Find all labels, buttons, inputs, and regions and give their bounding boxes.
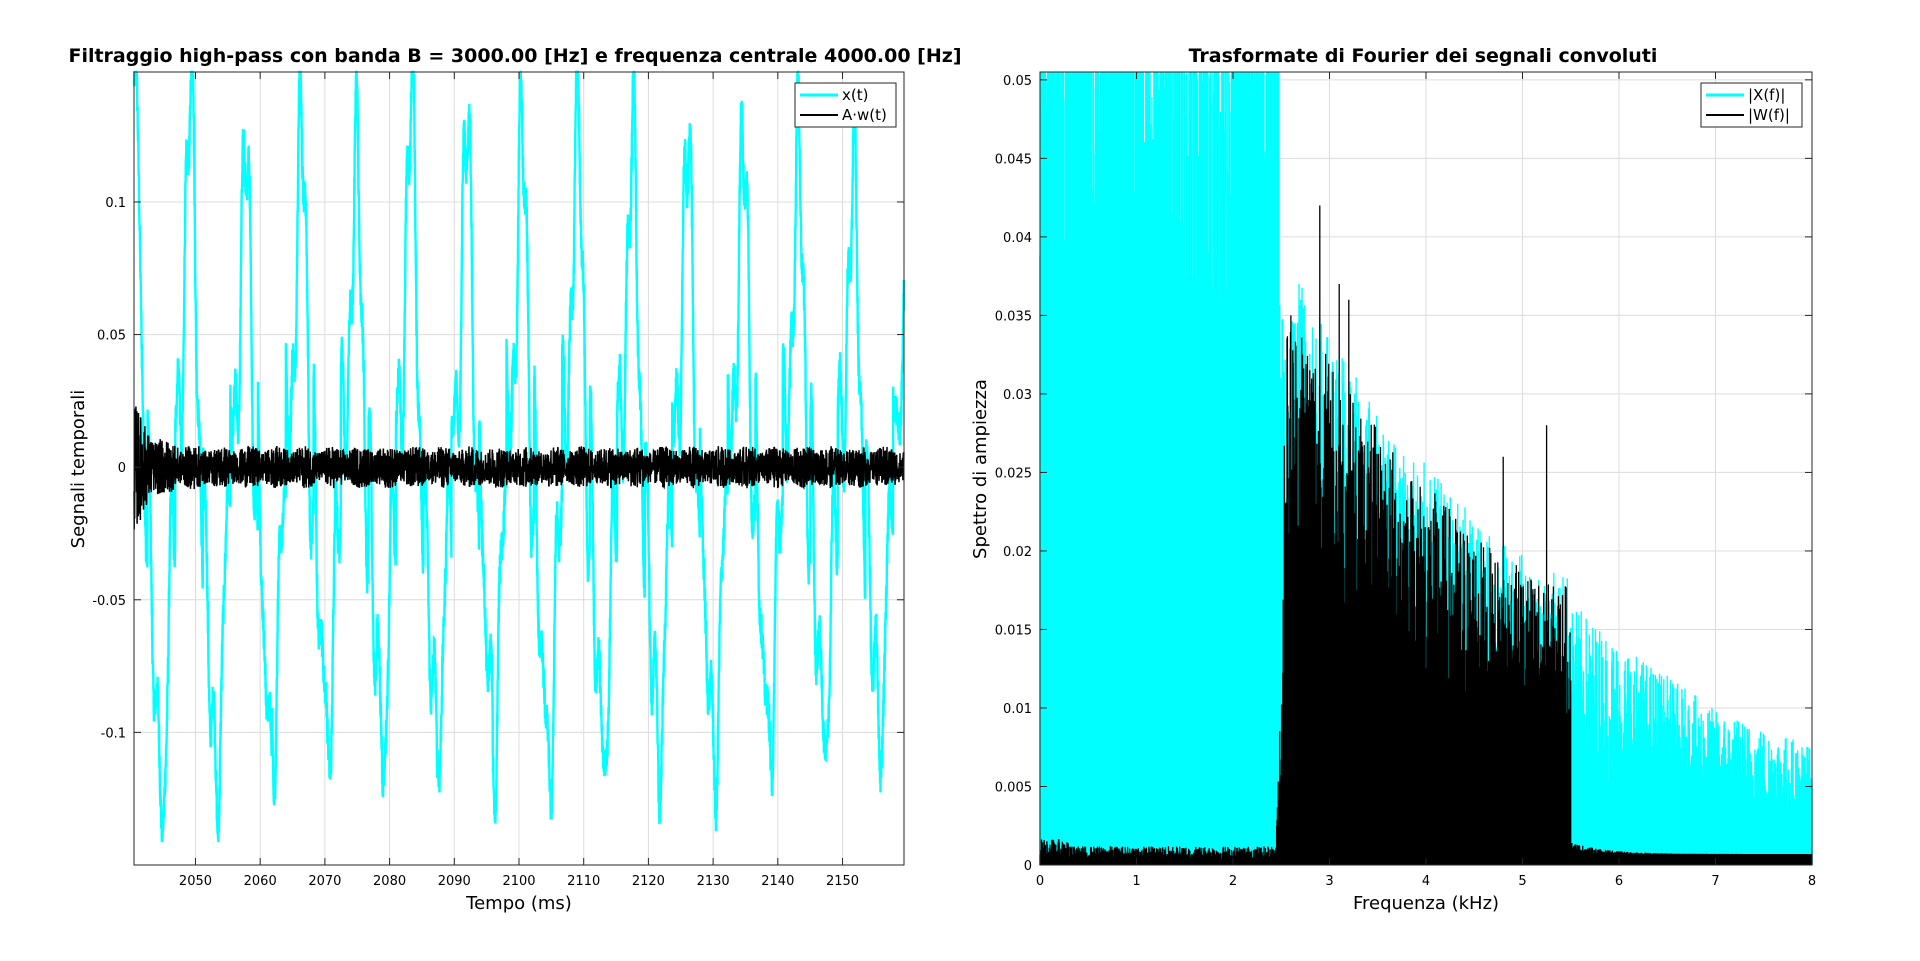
right-y-tick-label: 0.015	[995, 623, 1032, 638]
left-y-axis-label: Segnali temporali	[68, 390, 89, 549]
right-legend-label-x: |X(f)|	[1748, 86, 1785, 104]
right-y-tick-label: 0.05	[1003, 74, 1032, 89]
series-aw-t	[133, 406, 905, 530]
left-x-ticks: 2050 2060 2070 2080 2090 2100 2110 2120 2130 2140…	[179, 72, 859, 889]
right-y-tick-label: 0.025	[995, 466, 1032, 481]
left-x-tick-label: 2060	[244, 874, 277, 889]
right-y-axis-label: Spettro di ampiezza	[970, 379, 991, 559]
left-y-tick-label: -0.05	[92, 594, 126, 609]
aw-t-line	[133, 406, 905, 530]
left-x-tick-label: 2150	[826, 874, 859, 889]
left-y-tick-label: 0.1	[105, 196, 126, 211]
left-x-tick-label: 2140	[761, 874, 794, 889]
right-x-ticks: 0 1 2 3 4 5 6 7 8	[1036, 72, 1816, 889]
right-x-axis-label: Frequenza (kHz)	[1353, 893, 1499, 914]
right-y-tick-label: 0.035	[995, 309, 1032, 324]
left-x-tick-label: 2080	[373, 874, 406, 889]
right-y-tick-label: 0.02	[1003, 545, 1032, 560]
right-x-tick-label: 5	[1518, 874, 1526, 889]
right-x-tick-label: 0	[1036, 874, 1044, 889]
left-plot-title: Filtraggio high-pass con banda B = 3000.…	[68, 45, 961, 67]
left-y-tick-label: 0.05	[97, 329, 126, 344]
right-y-tick-label: 0.01	[1003, 702, 1032, 717]
left-y-tick-label: 0	[118, 461, 126, 476]
right-x-tick-label: 1	[1132, 874, 1140, 889]
right-y-tick-label: 0.03	[1003, 388, 1032, 403]
right-y-tick-label: 0	[1024, 859, 1032, 874]
left-x-tick-label: 2100	[502, 874, 535, 889]
right-plot-title: Trasformate di Fourier dei segnali convo…	[1189, 45, 1658, 67]
left-x-tick-label: 2110	[567, 874, 600, 889]
left-x-tick-label: 2050	[179, 874, 212, 889]
x-t-line	[132, 70, 905, 843]
right-y-ticks: 0 0.005 0.01 0.015 0.02 0.025 0.03 0.035 0.04 0.0…	[995, 74, 1812, 874]
left-x-tick-label: 2120	[632, 874, 665, 889]
right-x-tick-label: 4	[1422, 874, 1430, 889]
right-x-tick-label: 2	[1229, 874, 1237, 889]
time-domain-plot: Filtraggio high-pass con banda B = 3000.…	[68, 45, 962, 914]
right-y-tick-label: 0.005	[995, 780, 1032, 795]
right-y-tick-label: 0.045	[995, 152, 1032, 167]
right-x-tick-label: 6	[1615, 874, 1623, 889]
left-legend-box	[794, 82, 897, 128]
left-y-tick-label: -0.1	[101, 726, 126, 741]
left-x-tick-label: 2090	[438, 874, 471, 889]
left-x-tick-label: 2130	[697, 874, 730, 889]
left-legend-label-x: x(t)	[842, 86, 868, 104]
right-x-tick-label: 8	[1808, 874, 1816, 889]
right-legend-label-w: |W(f)|	[1748, 106, 1790, 124]
left-x-axis-label: Tempo (ms)	[465, 893, 572, 914]
right-legend: |X(f)| |W(f)|	[1700, 82, 1803, 128]
right-x-tick-label: 7	[1711, 874, 1719, 889]
frequency-domain-plot: Trasformate di Fourier dei segnali convo…	[970, 45, 1816, 914]
right-y-tick-label: 0.04	[1003, 231, 1032, 246]
left-legend: x(t) A·w(t)	[794, 82, 897, 128]
left-x-tick-label: 2070	[308, 874, 341, 889]
right-x-tick-label: 3	[1325, 874, 1333, 889]
left-legend-label-w: A·w(t)	[842, 106, 887, 124]
series-x-t	[132, 70, 905, 843]
right-legend-box	[1700, 82, 1803, 128]
left-y-ticks: -0.1 -0.05 0 0.05 0.1	[92, 196, 904, 741]
